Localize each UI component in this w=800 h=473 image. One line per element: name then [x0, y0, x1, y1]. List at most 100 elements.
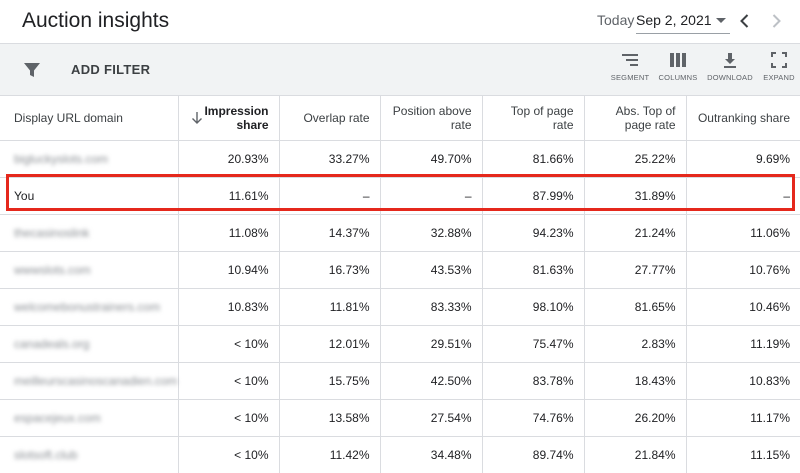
column-header-top-of-page-rate[interactable]: Top of page rate	[482, 96, 585, 141]
column-header-overlap-rate[interactable]: Overlap rate	[279, 96, 381, 141]
position-above-rate-cell: 83.33%	[380, 288, 483, 326]
table-row: welcomebonustrainers.com 10.83% 11.81% 8…	[0, 288, 800, 326]
auction-insights-table: Display URL domain Impression share Over…	[0, 96, 800, 473]
abs-top-rate-cell: 2.83%	[584, 325, 687, 363]
column-header-domain[interactable]: Display URL domain	[0, 96, 179, 141]
impression-share-cell: < 10%	[178, 436, 280, 473]
filter-button[interactable]	[23, 61, 41, 84]
table-row: espacejeux.com < 10% 13.58% 27.54% 74.76…	[0, 399, 800, 437]
segment-label: SEGMENT	[610, 73, 650, 82]
download-icon	[724, 53, 736, 68]
outranking-share-cell: 11.15%	[686, 436, 800, 473]
domain-cell: slotsoft.club	[0, 436, 179, 473]
outranking-share-cell: 11.06%	[686, 214, 800, 252]
top-of-page-rate-cell: 89.74%	[482, 436, 585, 473]
top-of-page-rate-cell: 81.63%	[482, 251, 585, 289]
column-header-outranking-share[interactable]: Outranking share	[686, 96, 800, 141]
next-period-button[interactable]	[764, 9, 788, 33]
abs-top-rate-cell: 31.89%	[584, 177, 687, 215]
position-above-rate-cell: 27.54%	[380, 399, 483, 437]
table-toolbar: ADD FILTER SEGMENT COLUMNS DOWNLOAD EXPA…	[0, 44, 800, 96]
chevron-left-icon	[740, 14, 749, 28]
abs-top-rate-cell: 27.77%	[584, 251, 687, 289]
abs-top-rate-cell: 81.65%	[584, 288, 687, 326]
outranking-share-cell: 10.83%	[686, 362, 800, 400]
top-of-page-rate-cell: 98.10%	[482, 288, 585, 326]
outranking-share-cell: 11.17%	[686, 399, 800, 437]
outranking-share-cell: 11.19%	[686, 325, 800, 363]
domain-text: slotsoft.club	[14, 447, 78, 462]
domain-cell: espacejeux.com	[0, 399, 179, 437]
column-header-impression-share[interactable]: Impression share	[178, 96, 280, 141]
add-filter-button[interactable]: ADD FILTER	[71, 62, 151, 77]
table-row: slotsoft.club < 10% 11.42% 34.48% 89.74%…	[0, 436, 800, 473]
top-of-page-rate-cell: 87.99%	[482, 177, 585, 215]
filter-icon	[24, 63, 40, 77]
domain-cell: canadeals.org	[0, 325, 179, 363]
impression-share-cell: 11.08%	[178, 214, 280, 252]
caret-down-icon	[716, 18, 726, 23]
columns-button[interactable]: COLUMNS	[648, 52, 708, 82]
overlap-rate-cell: 14.37%	[279, 214, 381, 252]
abs-top-rate-cell: 18.43%	[584, 362, 687, 400]
expand-icon	[771, 52, 787, 68]
expand-button[interactable]: EXPAND	[749, 52, 800, 82]
segment-button[interactable]: SEGMENT	[600, 52, 660, 82]
domain-text: welcomebonustrainers.com	[14, 299, 161, 314]
domain-cell: wwwslots.com	[0, 251, 179, 289]
position-above-rate-cell: –	[380, 177, 483, 215]
outranking-share-cell: 10.46%	[686, 288, 800, 326]
overlap-rate-cell: 13.58%	[279, 399, 381, 437]
domain-text: canadeals.org	[14, 336, 90, 351]
impression-share-cell: 11.61%	[178, 177, 280, 215]
position-above-rate-cell: 29.51%	[380, 325, 483, 363]
date-range-value: Sep 2, 2021	[636, 12, 712, 28]
impression-share-cell: < 10%	[178, 325, 280, 363]
overlap-rate-cell: 33.27%	[279, 140, 381, 178]
abs-top-rate-cell: 21.84%	[584, 436, 687, 473]
impression-share-cell: < 10%	[178, 362, 280, 400]
overlap-rate-cell: 12.01%	[279, 325, 381, 363]
outranking-share-cell: –	[686, 177, 800, 215]
previous-period-button[interactable]	[733, 9, 757, 33]
impression-share-cell: 20.93%	[178, 140, 280, 178]
top-of-page-rate-cell: 74.76%	[482, 399, 585, 437]
domain-text: wwwslots.com	[14, 262, 91, 277]
domain-text: bigluckyslots.com	[14, 151, 109, 166]
top-of-page-rate-cell: 75.47%	[482, 325, 585, 363]
abs-top-rate-cell: 21.24%	[584, 214, 687, 252]
date-range-select[interactable]: Sep 2, 2021	[636, 8, 730, 34]
column-header-abs-top-rate[interactable]: Abs. Top of page rate	[584, 96, 687, 141]
position-above-rate-cell: 32.88%	[380, 214, 483, 252]
domain-cell: You	[0, 177, 179, 215]
table-row: bigluckyslots.com 20.93% 33.27% 49.70% 8…	[0, 140, 800, 178]
top-of-page-rate-cell: 81.66%	[482, 140, 585, 178]
columns-icon	[670, 53, 686, 67]
column-header-position-above-rate[interactable]: Position above rate	[380, 96, 483, 141]
page-header: Auction insights Today Sep 2, 2021	[0, 0, 800, 44]
top-of-page-rate-cell: 83.78%	[482, 362, 585, 400]
outranking-share-cell: 10.76%	[686, 251, 800, 289]
impression-share-cell: 10.94%	[178, 251, 280, 289]
segment-icon	[622, 54, 638, 66]
download-label: DOWNLOAD	[707, 73, 753, 82]
chevron-right-icon	[772, 14, 781, 28]
top-of-page-rate-cell: 94.23%	[482, 214, 585, 252]
table-row: thecasinoslink 11.08% 14.37% 32.88% 94.2…	[0, 214, 800, 252]
column-header-label: Impression share	[204, 103, 269, 132]
download-button[interactable]: DOWNLOAD	[700, 52, 760, 82]
abs-top-rate-cell: 25.22%	[584, 140, 687, 178]
position-above-rate-cell: 34.48%	[380, 436, 483, 473]
outranking-share-cell: 9.69%	[686, 140, 800, 178]
table-header-row: Display URL domain Impression share Over…	[0, 96, 800, 141]
today-label: Today	[597, 12, 635, 28]
table-row: meilleurscasinoscanadien.com < 10% 15.75…	[0, 362, 800, 400]
overlap-rate-cell: 15.75%	[279, 362, 381, 400]
overlap-rate-cell: 16.73%	[279, 251, 381, 289]
domain-cell: welcomebonustrainers.com	[0, 288, 179, 326]
domain-text: meilleurscasinoscanadien.com	[14, 373, 178, 388]
columns-label: COLUMNS	[658, 73, 698, 82]
arrow-down-icon	[191, 112, 202, 124]
page-title: Auction insights	[22, 9, 170, 32]
overlap-rate-cell: –	[279, 177, 381, 215]
